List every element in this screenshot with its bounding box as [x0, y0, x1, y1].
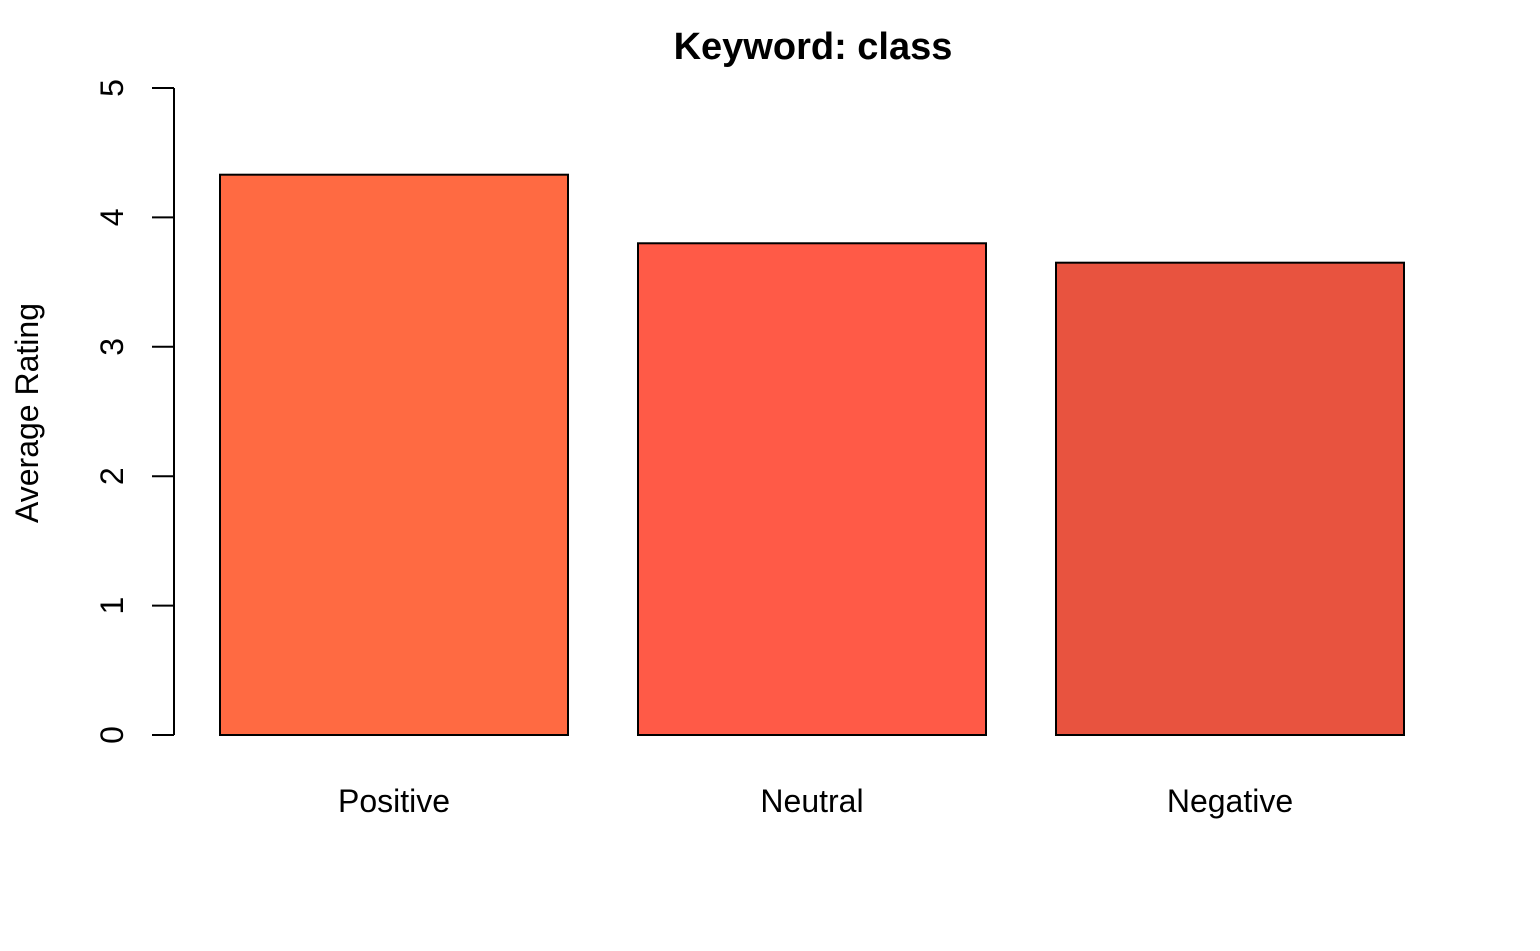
y-tick-label: 1: [94, 597, 130, 615]
y-axis: 0 1 2 3 4 5: [94, 79, 175, 744]
y-tick-label: 3: [94, 338, 130, 356]
x-category-label-neutral: Neutral: [760, 783, 863, 819]
x-category-label-positive: Positive: [338, 783, 450, 819]
bars-group: [219, 173, 1405, 736]
y-tick-label: 5: [94, 79, 130, 97]
y-axis-label: Average Rating: [9, 303, 45, 523]
bar-neutral: [637, 242, 987, 736]
bar-negative: [1055, 261, 1405, 736]
x-category-label-negative: Negative: [1167, 783, 1293, 819]
x-axis-category-labels: Positive Neutral Negative: [338, 783, 1293, 819]
y-tick-label: 2: [94, 467, 130, 485]
y-tick-label: 4: [94, 209, 130, 227]
chart-title: Keyword: class: [674, 26, 953, 68]
y-tick-label: 0: [94, 726, 130, 744]
bar-positive: [219, 173, 569, 736]
